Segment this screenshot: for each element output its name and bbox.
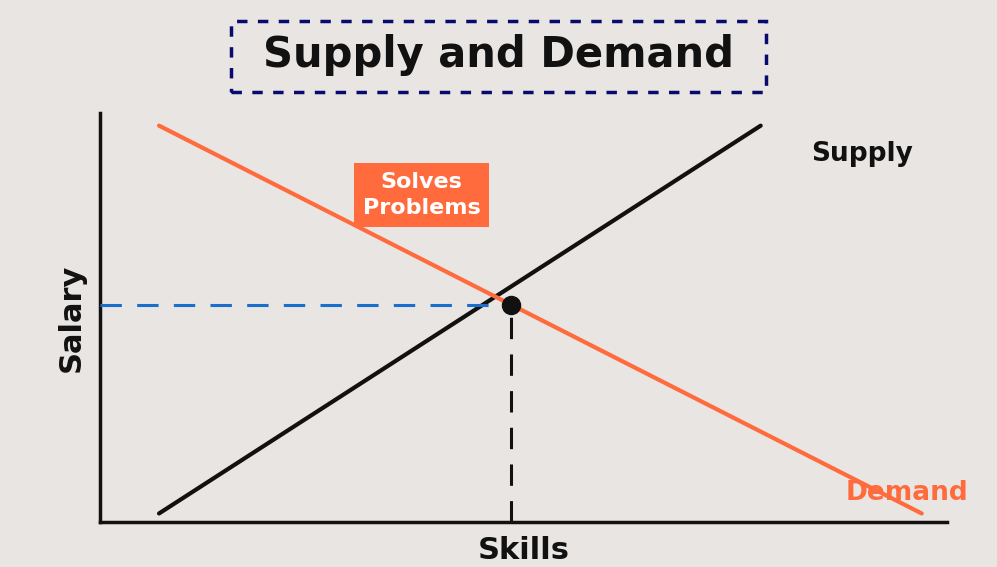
FancyBboxPatch shape — [230, 21, 767, 92]
Text: Demand: Demand — [845, 480, 968, 506]
Text: Supply: Supply — [812, 141, 913, 167]
Text: Supply and Demand: Supply and Demand — [263, 34, 734, 76]
Y-axis label: Salary: Salary — [57, 263, 86, 372]
X-axis label: Skills: Skills — [478, 535, 569, 565]
Text: Solves
Problems: Solves Problems — [363, 172, 481, 218]
